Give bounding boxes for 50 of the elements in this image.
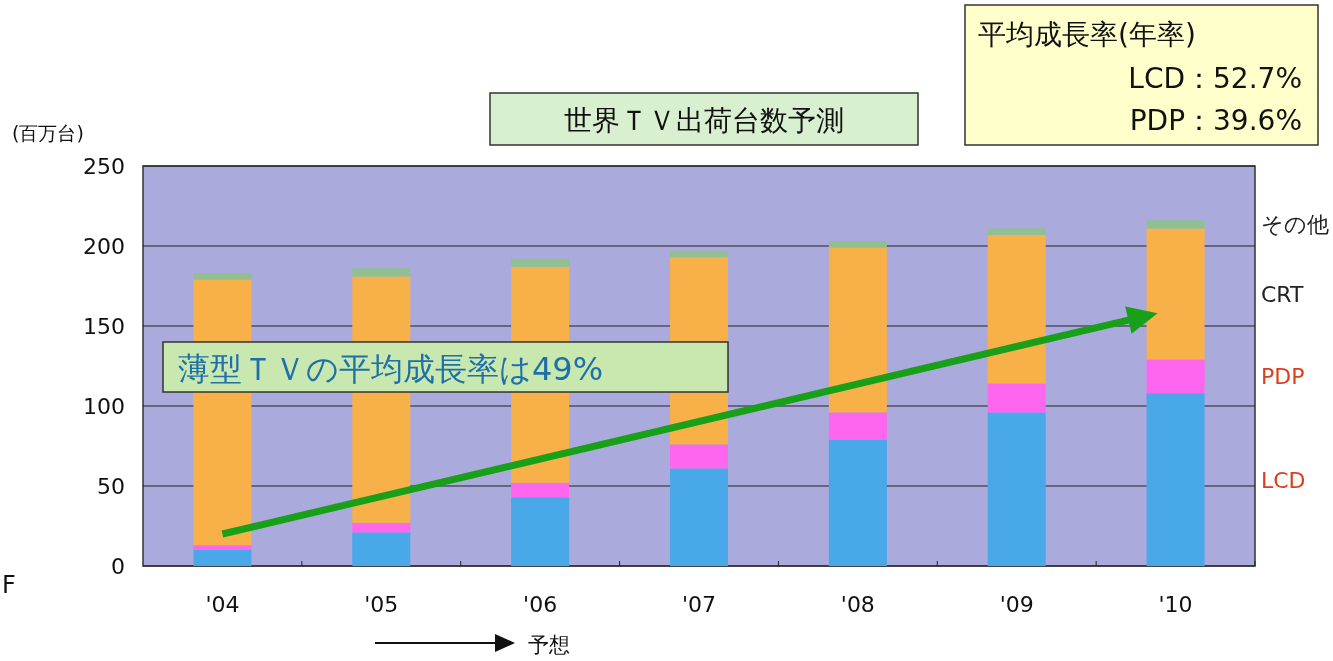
y-tick-label: 200 — [83, 234, 125, 259]
bar — [987, 412, 1046, 566]
bar — [828, 439, 887, 566]
annotation: 薄型ＴＶの平均成長率は49% — [178, 350, 604, 388]
text: その他 — [1261, 212, 1329, 238]
y-axis-title: (百万台) — [12, 122, 84, 144]
bar — [352, 522, 411, 533]
text: CRT — [1261, 282, 1305, 307]
bar — [193, 550, 252, 566]
x-tick-label: '09 — [999, 592, 1034, 617]
bar — [987, 228, 1046, 235]
bar — [1146, 393, 1205, 566]
bar — [987, 383, 1046, 413]
bar — [670, 468, 728, 566]
bar — [352, 268, 411, 277]
bar — [193, 273, 252, 280]
bar — [352, 532, 411, 566]
text: 平均成長率(年率) — [978, 18, 1196, 51]
y-tick-label: 50 — [97, 474, 125, 499]
bar — [828, 241, 887, 248]
bar — [828, 412, 887, 440]
x-tick-label: '07 — [681, 592, 717, 617]
y-tick-label: 100 — [83, 394, 125, 419]
bar — [1146, 220, 1205, 229]
y-tick-label: 150 — [83, 314, 125, 339]
x-tick-label: '06 — [523, 592, 558, 617]
text: LCD：52.7% — [1128, 62, 1302, 95]
bar — [987, 234, 1046, 384]
chart-title: 世界ＴＶ出荷台数予測 — [564, 104, 844, 137]
bar — [1146, 228, 1205, 360]
bar — [670, 250, 728, 258]
text: PDP：39.6% — [1129, 104, 1302, 137]
text: 予想 — [528, 633, 570, 657]
note-box: 薄型ＴＶの平均成長率は49% — [162, 341, 729, 393]
bar — [511, 497, 570, 566]
x-tick-label: '10 — [1158, 592, 1193, 617]
bar — [670, 444, 728, 469]
text: LCD — [1261, 467, 1306, 493]
bar — [1146, 359, 1205, 394]
bar — [511, 258, 570, 267]
text: F — [2, 571, 16, 599]
bar — [828, 247, 887, 413]
bar — [193, 545, 252, 550]
x-tick-label: '04 — [205, 592, 240, 617]
y-tick-label: 0 — [111, 554, 125, 579]
bar — [511, 482, 570, 498]
x-tick-label: '05 — [364, 592, 399, 617]
x-tick-label: '08 — [840, 592, 875, 617]
text: PDP — [1261, 364, 1305, 390]
y-tick-label: 250 — [83, 154, 125, 179]
